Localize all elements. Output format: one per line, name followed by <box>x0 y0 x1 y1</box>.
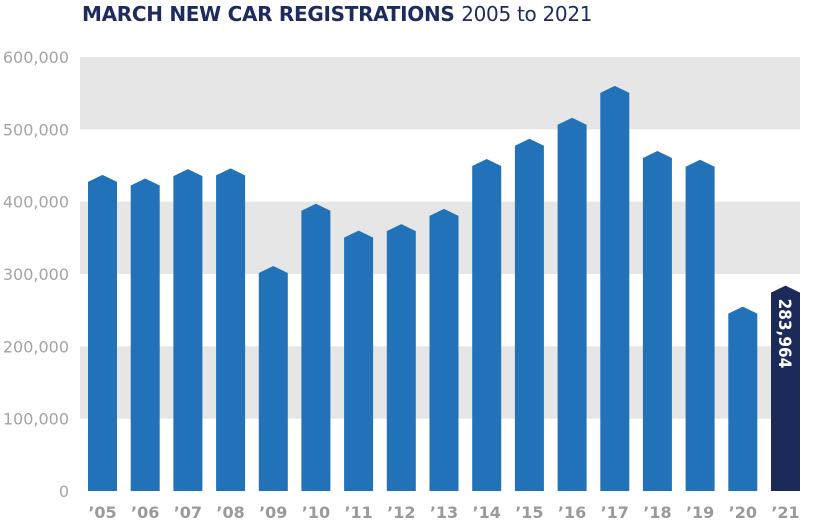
y-tick-label: 600,000 <box>3 48 69 67</box>
bar <box>344 230 374 491</box>
x-tick-label: ’14 <box>473 503 501 522</box>
bar-highlight <box>771 285 800 491</box>
x-tick-label: ’17 <box>601 503 629 522</box>
x-tick-label: ’10 <box>302 503 330 522</box>
bar <box>429 208 459 491</box>
bar <box>685 159 715 491</box>
highlight-value-label: 283,964 <box>774 299 794 369</box>
bar <box>216 168 246 491</box>
bar <box>258 266 288 491</box>
y-tick-label: 300,000 <box>3 265 69 284</box>
bar <box>642 151 672 491</box>
bar <box>472 159 502 491</box>
y-tick-label: 200,000 <box>3 337 69 356</box>
bar <box>130 178 160 491</box>
bar <box>514 138 544 491</box>
y-tick-label: 100,000 <box>3 410 69 429</box>
bar <box>728 306 758 491</box>
x-tick-label: ’16 <box>558 503 586 522</box>
chart-title: MARCH NEW CAR REGISTRATIONS 2005 to 2021 <box>82 2 593 26</box>
x-tick-label: ’21 <box>771 503 799 522</box>
x-tick-label: ’15 <box>515 503 543 522</box>
bar <box>386 224 416 491</box>
bar <box>88 174 117 491</box>
x-tick-label: ’06 <box>131 503 159 522</box>
bar <box>173 169 203 491</box>
x-axis: ’05 ’06 ’07 ’08 ’09 ’10 ’11 ’12 ’13 ’14 ’15 ’16 ’17 ’… <box>88 503 799 522</box>
grid-band <box>80 57 800 130</box>
bar <box>557 117 587 492</box>
chart-title-main: MARCH NEW CAR REGISTRATIONS <box>82 2 455 26</box>
x-tick-label: ’19 <box>686 503 714 522</box>
y-tick-label: 400,000 <box>3 193 69 212</box>
x-tick-label: ’12 <box>387 503 415 522</box>
y-tick-label: 500,000 <box>3 120 69 139</box>
y-tick-label: 0 <box>59 482 69 501</box>
chart-subtitle: 2005 to 2021 <box>461 2 593 26</box>
x-tick-label: ’08 <box>216 503 244 522</box>
x-tick-label: ’05 <box>88 503 116 522</box>
x-tick-label: ’20 <box>729 503 757 522</box>
x-tick-label: ’18 <box>643 503 671 522</box>
bar <box>301 203 331 492</box>
bar <box>600 85 630 492</box>
x-tick-label: ’13 <box>430 503 458 522</box>
x-tick-label: ’11 <box>344 503 372 522</box>
bars: 283,964 <box>88 85 800 492</box>
x-tick-label: ’09 <box>259 503 287 522</box>
y-axis: 0 100,000 200,000 300,000 400,000 500,000 600,… <box>3 48 69 501</box>
x-tick-label: ’07 <box>174 503 202 522</box>
